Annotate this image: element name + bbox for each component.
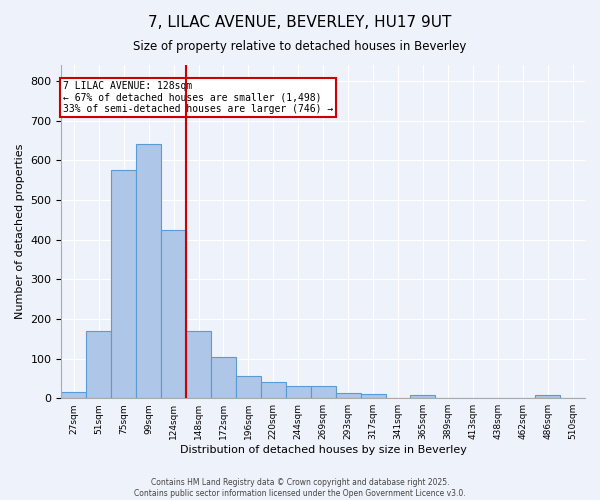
Bar [136, 144, 161, 398]
Bar [86, 331, 111, 398]
Bar [410, 395, 436, 398]
Bar [236, 376, 261, 398]
Text: 7 LILAC AVENUE: 128sqm
← 67% of detached houses are smaller (1,498)
33% of semi-: 7 LILAC AVENUE: 128sqm ← 67% of detached… [62, 81, 333, 114]
Bar [335, 393, 361, 398]
Bar [61, 392, 86, 398]
Text: 7, LILAC AVENUE, BEVERLEY, HU17 9UT: 7, LILAC AVENUE, BEVERLEY, HU17 9UT [148, 15, 452, 30]
Bar [111, 170, 136, 398]
Bar [186, 331, 211, 398]
Bar [161, 230, 186, 398]
Bar [311, 386, 335, 398]
Text: Contains HM Land Registry data © Crown copyright and database right 2025.
Contai: Contains HM Land Registry data © Crown c… [134, 478, 466, 498]
Bar [211, 356, 236, 398]
Bar [286, 386, 311, 398]
Bar [261, 382, 286, 398]
Bar [535, 396, 560, 398]
Bar [361, 394, 386, 398]
X-axis label: Distribution of detached houses by size in Beverley: Distribution of detached houses by size … [180, 445, 467, 455]
Text: Size of property relative to detached houses in Beverley: Size of property relative to detached ho… [133, 40, 467, 53]
Y-axis label: Number of detached properties: Number of detached properties [15, 144, 25, 320]
